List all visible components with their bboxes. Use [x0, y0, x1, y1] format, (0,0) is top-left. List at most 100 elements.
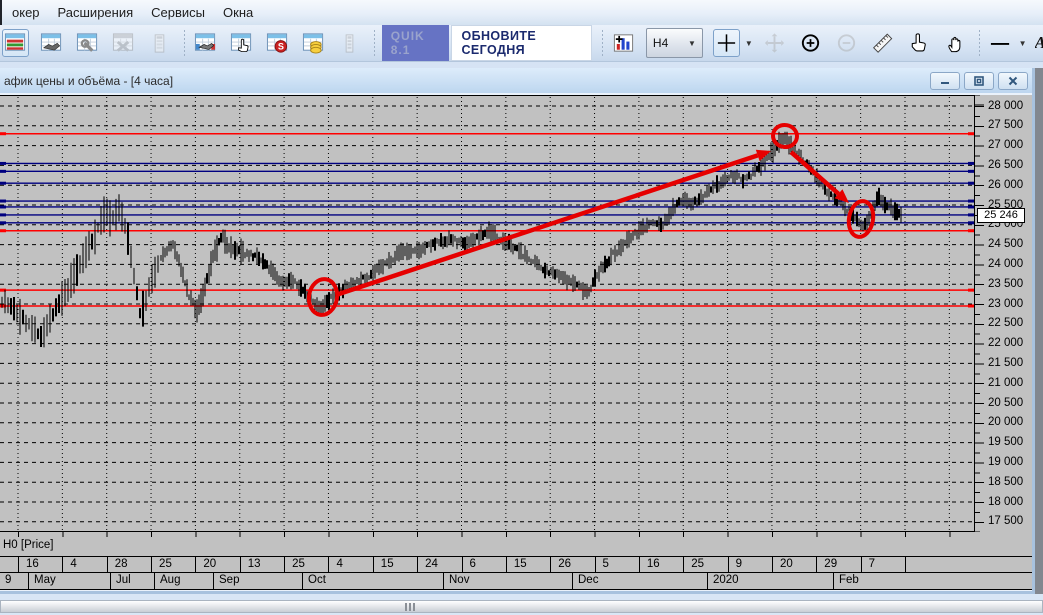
timeframe-select[interactable]: H4 ▼	[645, 28, 703, 58]
y-axis-label: 23 000	[988, 297, 1024, 310]
crosshair-dropdown-caret[interactable]: ▼	[744, 38, 753, 48]
svg-text:S: S	[278, 42, 284, 52]
day-label: 15	[372, 557, 417, 573]
order-hand-icon	[230, 33, 251, 53]
close-button[interactable]	[998, 71, 1028, 90]
month-label: Jul	[110, 573, 154, 589]
y-axis-label: 22 000	[988, 337, 1024, 350]
day-label: 29	[816, 557, 860, 573]
day-label: 5	[594, 557, 639, 573]
y-axis-label: 27 500	[988, 119, 1024, 132]
day-label: 16	[18, 557, 62, 573]
quotes-table-button[interactable]	[2, 29, 29, 57]
ruler-button[interactable]	[869, 29, 896, 57]
y-axis-label: 19 500	[988, 436, 1024, 449]
money-coins-icon	[302, 33, 323, 54]
chevron-down-icon: ▼	[687, 38, 696, 48]
y-axis-label: 18 000	[988, 495, 1024, 508]
toolbar-separator	[602, 29, 603, 57]
zoom-in-icon	[801, 34, 819, 52]
column-view-icon	[154, 34, 165, 53]
line-tool-button[interactable]	[987, 29, 1014, 57]
text-tool-button[interactable]: A	[1035, 33, 1043, 53]
order-button[interactable]	[228, 29, 255, 57]
day-label: 25	[683, 557, 727, 573]
timeframe-value: H4	[652, 36, 669, 50]
y-axis-label: 20 000	[988, 416, 1024, 429]
day-label	[905, 557, 949, 573]
move-chart-icon	[764, 33, 784, 53]
pane-divider[interactable]: H0 [Price]	[0, 532, 1032, 556]
month-label: Aug	[154, 573, 213, 589]
minimize-button[interactable]	[930, 71, 960, 90]
money-limits-button[interactable]	[300, 29, 327, 57]
chart-window-titlebar[interactable]: афик цены и объёма - [4 часа]	[0, 68, 1032, 93]
y-axis-label: 26 500	[988, 158, 1024, 171]
price-axis[interactable]: 25 246 28 000 27 500 27 000 26 500 26 000 25 …	[975, 95, 1032, 532]
edit-table-button[interactable]	[74, 29, 101, 57]
column-small-button	[336, 29, 363, 57]
month-label: Nov	[443, 573, 572, 589]
restore-button[interactable]	[964, 71, 994, 90]
y-axis-label: 17 500	[988, 515, 1024, 528]
time-axis-days: 16 4 28 25 20 13 25 4 15 24 6 15 26 5 16 25 9 20 29 7	[0, 556, 1032, 573]
close-icon	[1008, 76, 1018, 85]
day-label: 25	[284, 557, 328, 573]
pan-hand-icon	[948, 36, 961, 53]
quotes-table-icon	[4, 33, 26, 51]
horizontal-scrollbar[interactable]	[0, 600, 1043, 613]
menu-item-broker[interactable]: окер	[12, 5, 40, 20]
day-label: 7	[860, 557, 905, 573]
y-axis-label: 28 000	[988, 99, 1024, 112]
move-chart-button	[761, 29, 788, 57]
axis-major-ticks	[975, 95, 984, 532]
chart-window: афик цены и объёма - [4 часа] 25 246 28 …	[0, 68, 1035, 594]
y-axis-label: 27 000	[988, 139, 1024, 152]
line-tool-dropdown-caret[interactable]: ▼	[1018, 38, 1027, 48]
toolbar: S QUIK 8.1 ОБНОВИТЕ СЕГОДНЯ H4 ▼ ▼ ▼ A	[0, 25, 1043, 62]
current-price-label: 25 246	[977, 207, 1025, 223]
quik-version-badge: QUIK 8.1	[381, 25, 449, 61]
day-label: 15	[505, 557, 550, 573]
menu-bar: окер Расширения Сервисы Окна	[0, 0, 1043, 25]
day-label: 20	[771, 557, 816, 573]
day-label: 25	[151, 557, 195, 573]
day-label: 9	[727, 557, 772, 573]
close-table-icon	[112, 33, 134, 52]
month-label: Feb	[833, 573, 975, 589]
close-table-button	[110, 29, 137, 57]
day-label: 26	[550, 557, 594, 573]
month-label: Oct	[302, 573, 443, 589]
y-axis-label: 20 500	[988, 396, 1024, 409]
stop-order-icon: S	[266, 33, 287, 53]
pan-hand-button[interactable]	[941, 29, 968, 57]
crosshair-icon	[717, 34, 736, 52]
update-banner[interactable]: ОБНОВИТЕ СЕГОДНЯ	[450, 25, 593, 61]
stop-order-button[interactable]: S	[264, 29, 291, 57]
menu-item-services[interactable]: Сервисы	[151, 5, 206, 20]
crosshair-button[interactable]	[712, 29, 740, 57]
new-chart-button[interactable]	[610, 29, 637, 57]
edit-table-icon	[76, 33, 98, 52]
y-axis-label: 23 500	[988, 277, 1024, 290]
trades-table-button[interactable]	[38, 29, 65, 57]
menu-item-extensions[interactable]: Расширения	[57, 5, 134, 20]
window-title: афик цены и объёма - [4 часа]	[4, 73, 174, 88]
day-label: 4	[328, 557, 372, 573]
scrollbar-grip[interactable]	[401, 603, 419, 611]
day-label: 4	[62, 557, 106, 573]
y-axis-label: 26 000	[988, 178, 1024, 191]
day-label: 24	[417, 557, 461, 573]
pane-label: H0 [Price]	[3, 539, 54, 551]
y-axis-label: 18 500	[988, 475, 1024, 488]
pointer-finger-icon	[911, 33, 926, 52]
pointer-finger-button[interactable]	[905, 29, 932, 57]
time-axis-months: 9 May Jul Aug Sep Oct Nov Dec 2020 Feb	[0, 573, 1032, 590]
price-chart[interactable]	[0, 95, 975, 532]
new-trade-button[interactable]	[192, 29, 219, 57]
time-axis[interactable]: 16 4 28 25 20 13 25 4 15 24 6 15 26 5 16 25 9 20 29 7 9 May J…	[0, 556, 1032, 590]
zoom-in-button[interactable]	[797, 29, 824, 57]
new-chart-icon	[613, 34, 633, 52]
menu-item-windows[interactable]: Окна	[223, 5, 254, 20]
